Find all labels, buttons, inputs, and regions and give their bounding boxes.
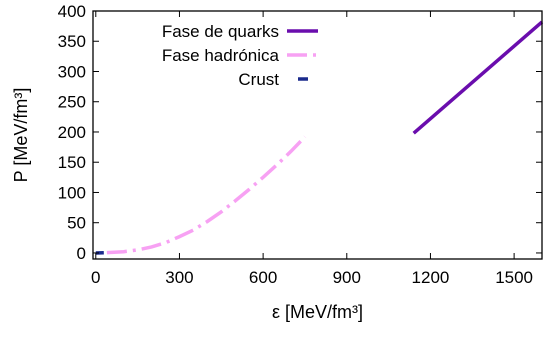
y-tick-label: 200 — [58, 123, 86, 142]
y-tick-label: 400 — [58, 2, 86, 21]
legend: Fase de quarks Fase hadrónica Crust — [162, 22, 318, 89]
axis-ticks: 0 300 600 900 1200 1500 0 50 100 150 200 250 300 350 4… — [58, 2, 542, 287]
x-tick-label: 0 — [91, 268, 100, 287]
y-tick-label: 0 — [77, 244, 86, 263]
x-axis-label: ε [MeV/fm³] — [272, 302, 363, 322]
y-tick-label: 250 — [58, 93, 86, 112]
y-tick-label: 50 — [67, 214, 86, 233]
y-tick-label: 350 — [58, 32, 86, 51]
x-tick-label: 1200 — [412, 268, 450, 287]
series-line — [412, 20, 544, 135]
legend-label: Fase de quarks — [162, 22, 279, 41]
legend-label: Fase hadrónica — [162, 46, 280, 65]
x-tick-label: 1500 — [495, 268, 533, 287]
series-line — [106, 135, 307, 255]
y-tick-label: 100 — [58, 183, 86, 202]
plot-frame — [92, 10, 543, 260]
x-tick-label: 600 — [249, 268, 277, 287]
y-tick-label: 150 — [58, 153, 86, 172]
x-tick-label: 300 — [165, 268, 193, 287]
legend-label: Crust — [238, 70, 279, 89]
x-tick-label: 900 — [333, 268, 361, 287]
y-tick-label: 300 — [58, 62, 86, 81]
y-axis-label: P [MeV/fm³] — [11, 88, 31, 183]
